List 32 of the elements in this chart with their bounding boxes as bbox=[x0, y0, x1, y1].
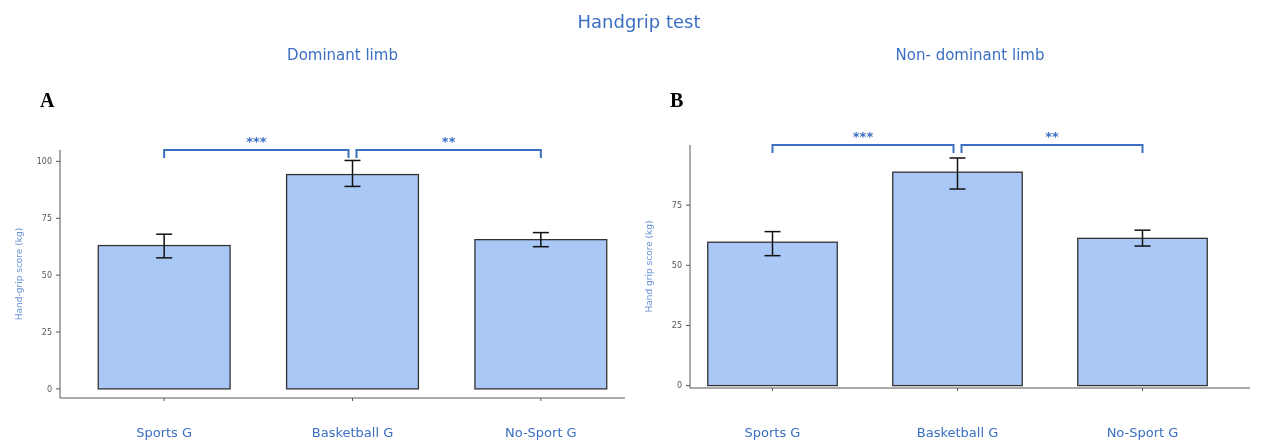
y-tick-label: 50 bbox=[671, 261, 682, 271]
text: ** bbox=[1045, 129, 1059, 144]
bar bbox=[707, 241, 838, 387]
bar bbox=[1077, 237, 1208, 387]
bar bbox=[285, 173, 420, 390]
y-tick-label: 75 bbox=[41, 214, 52, 224]
y-tick-label: 50 bbox=[41, 270, 52, 280]
text: *** bbox=[852, 129, 874, 144]
chart-subtitle: Dominant limb bbox=[287, 46, 398, 64]
y-tick-label: 0 bbox=[46, 384, 52, 394]
text: *** bbox=[246, 134, 267, 149]
y-tick-label: 100 bbox=[36, 157, 52, 167]
y-tick-label: 0 bbox=[676, 381, 682, 391]
bar bbox=[892, 171, 1023, 387]
chart-subtitle: Non- dominant limb bbox=[895, 46, 1045, 64]
chart-title: Handgrip test bbox=[577, 11, 701, 32]
text: A bbox=[40, 89, 55, 111]
y-tick-label: 75 bbox=[671, 200, 682, 210]
x-tick-label: Basketball G bbox=[311, 425, 394, 440]
text: B bbox=[670, 89, 684, 111]
y-axis-title: Hand grip score (kg) bbox=[644, 220, 654, 313]
y-tick-label: 25 bbox=[671, 321, 682, 331]
y-axis-title: Hand-grip score (kg) bbox=[14, 227, 24, 321]
text: ** bbox=[441, 134, 456, 149]
x-tick-label: No-Sport G bbox=[504, 425, 577, 440]
bar bbox=[97, 244, 231, 390]
x-tick-label: Sports G bbox=[136, 425, 193, 440]
x-tick-label: Sports G bbox=[744, 425, 801, 440]
y-tick-label: 25 bbox=[41, 327, 52, 337]
x-tick-label: Basketball G bbox=[916, 425, 999, 440]
x-tick-label: No-Sport G bbox=[1106, 425, 1179, 440]
bar bbox=[474, 238, 608, 390]
